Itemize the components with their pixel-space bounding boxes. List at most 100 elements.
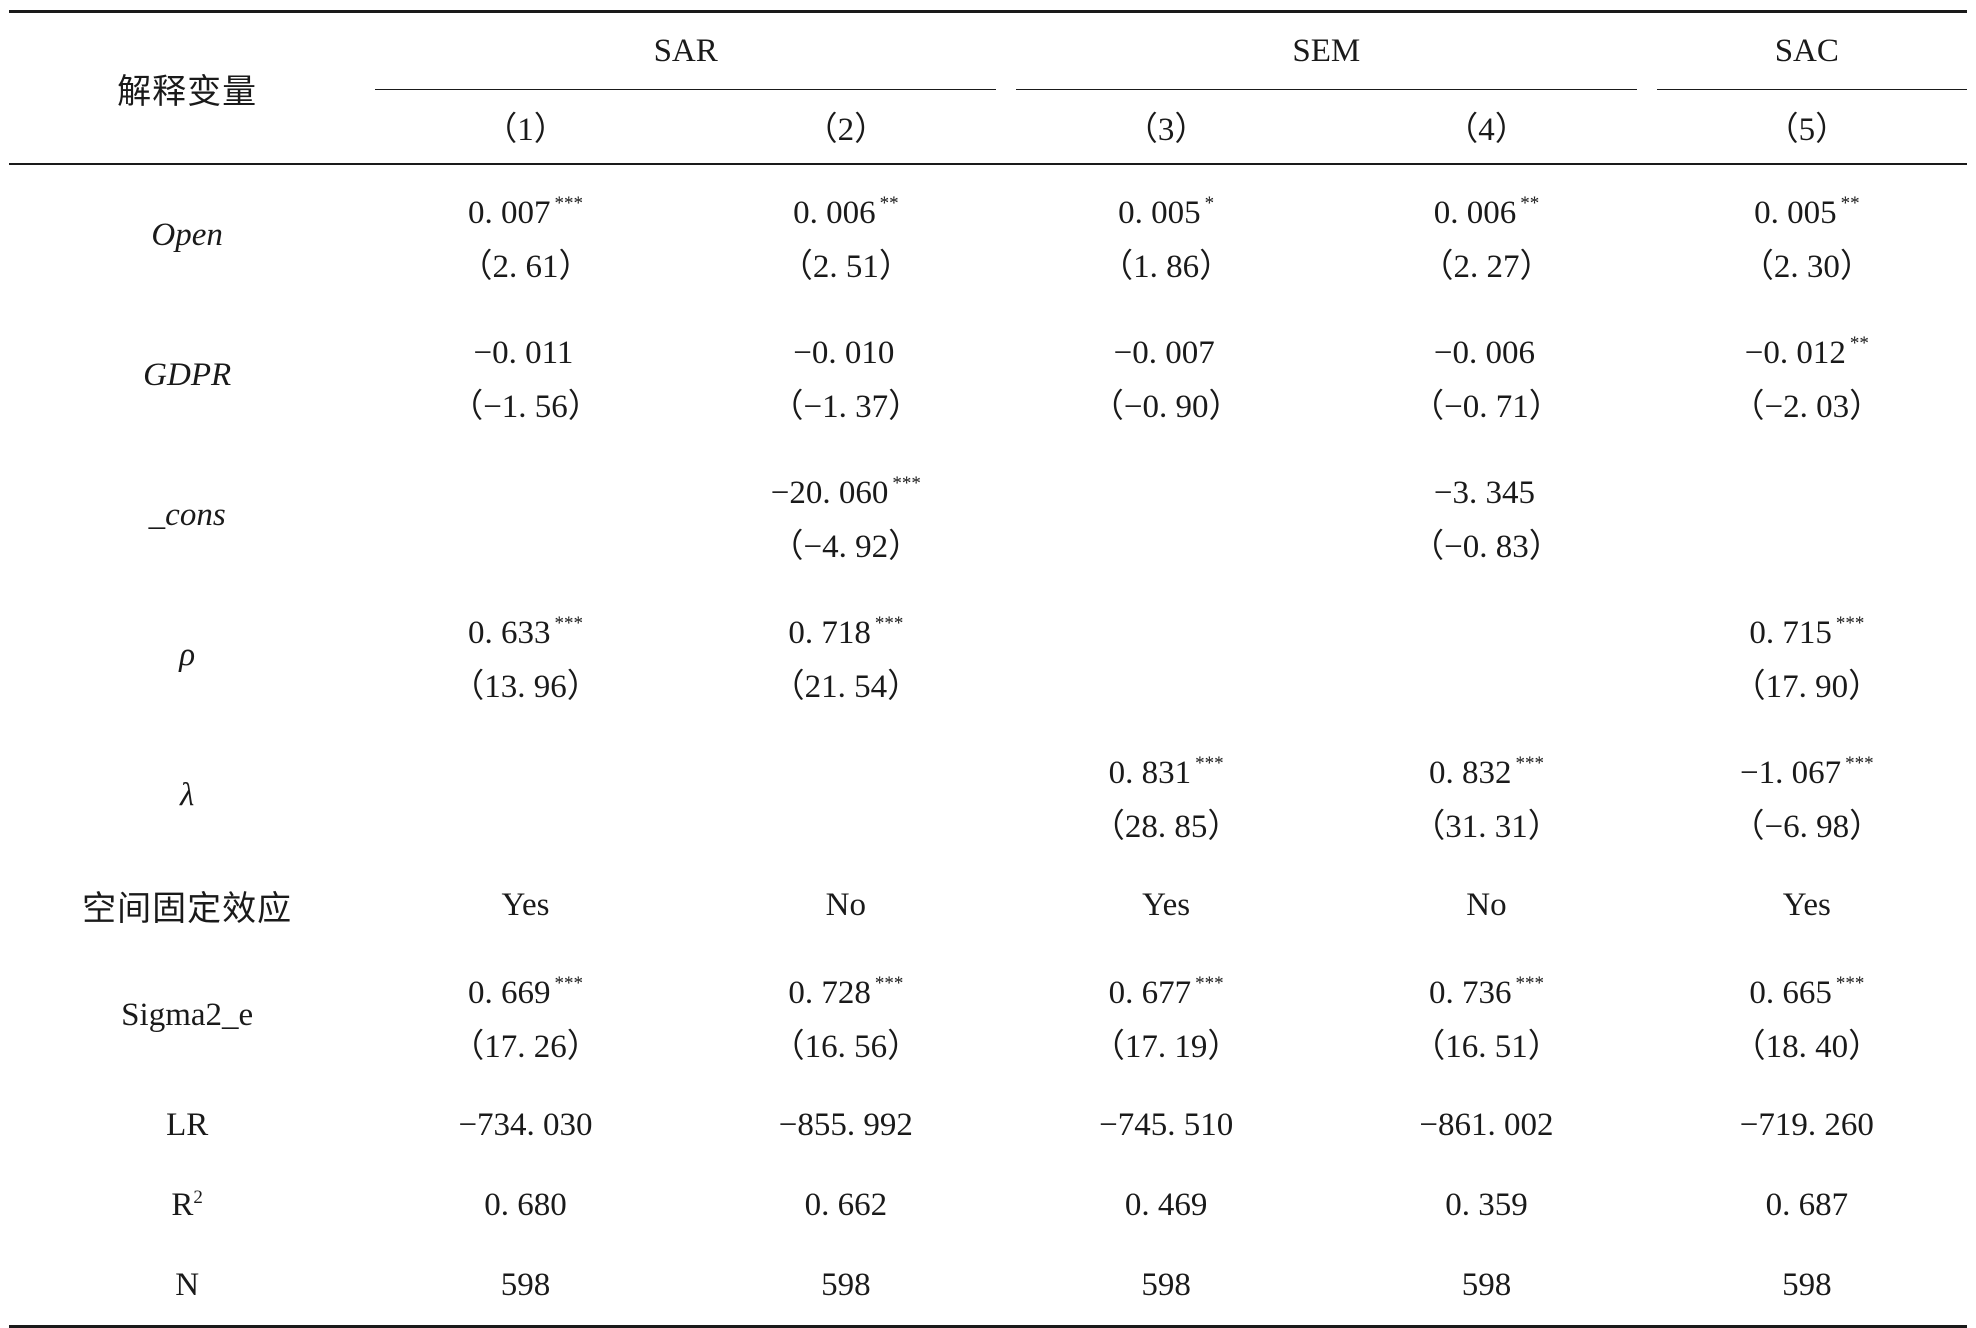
- t-statistic: （−1. 37）: [770, 388, 922, 425]
- table-row: 空间固定效应 Yes No Yes No Yes: [9, 865, 1967, 945]
- table-row: Open 0. 007 *** （2. 61） 0. 006 ** （2. 51） 0. 00…: [9, 164, 1967, 305]
- coefficient: −3. 345: [1433, 474, 1536, 511]
- t-statistic: （13. 96）: [451, 668, 600, 705]
- table-cell: 0. 633 *** （13. 96）: [365, 585, 685, 725]
- coefficient: [844, 764, 848, 827]
- coefficient: [1164, 484, 1168, 547]
- significance-stars: **: [1840, 192, 1860, 214]
- significance-stars: ***: [1835, 972, 1865, 994]
- table-cell: 0. 715 *** （17. 90）: [1647, 585, 1967, 725]
- table-cell: −3. 345 （−0. 83）: [1326, 445, 1646, 585]
- table-cell: −0. 012 ** （−2. 03）: [1647, 305, 1967, 445]
- table-cell: 0. 005 * （1. 86）: [1006, 164, 1326, 305]
- table-cell: No: [825, 886, 866, 923]
- column-header-3: （3）: [1124, 112, 1208, 148]
- group-header-sar: SAR: [365, 12, 1006, 90]
- table-cell: −855. 992: [778, 1106, 913, 1143]
- coefficient: [524, 764, 528, 827]
- coefficient: −0. 010: [793, 334, 895, 371]
- regression-table: 解释变量 SAR SEM SAC （1） （2） （3）: [9, 10, 1967, 1328]
- significance-stars: ***: [1515, 752, 1544, 774]
- table-cell: 0. 006 ** （2. 27）: [1326, 164, 1646, 305]
- significance-stars: ***: [1195, 972, 1224, 994]
- significance-stars: *: [1204, 192, 1215, 214]
- t-statistic: （2. 61）: [459, 248, 592, 285]
- significance-stars: ***: [892, 472, 921, 494]
- t-statistic: （28. 85）: [1091, 808, 1241, 845]
- table-cell: 0. 665 *** （18. 40）: [1647, 945, 1967, 1085]
- t-statistic: （17. 26）: [451, 1028, 600, 1065]
- coefficient: 0. 006 **: [1433, 192, 1540, 231]
- t-statistic: （−4. 92）: [770, 528, 922, 565]
- coefficient: [1805, 484, 1809, 547]
- table-cell: [1006, 585, 1326, 725]
- column-header-4: （4）: [1445, 112, 1528, 148]
- group-header-sem: SEM: [1006, 12, 1647, 90]
- coefficient: −20. 060 ***: [770, 472, 921, 511]
- table-cell: −734. 030: [458, 1106, 593, 1143]
- table-row: _cons −20. 060 *** （−4. 92） −3. 345 （−0. 83）: [9, 445, 1967, 585]
- t-statistic: （−6. 98）: [1731, 808, 1883, 845]
- table-cell: 0. 007 *** （2. 61）: [365, 164, 685, 305]
- table-row: GDPR −0. 011 （−1. 56） −0. 010 （−1. 37） −0. 00…: [9, 305, 1967, 445]
- t-statistic: （−2. 03）: [1731, 388, 1883, 425]
- table-cell: Yes: [1782, 886, 1831, 923]
- row-label: λ: [180, 776, 195, 813]
- table-cell: Yes: [1142, 886, 1191, 923]
- coefficient: 0. 715 ***: [1749, 612, 1865, 651]
- coefficient: 0. 005 *: [1118, 192, 1215, 231]
- t-statistic: （16. 51）: [1412, 1028, 1561, 1065]
- table-row: LR −734. 030 −855. 992 −745. 510 −861. 002 −7…: [9, 1085, 1967, 1165]
- significance-stars: ***: [1845, 752, 1874, 774]
- coefficient: 0. 665 ***: [1749, 972, 1865, 1011]
- table-cell: 0. 718 *** （21. 54）: [686, 585, 1006, 725]
- significance-stars: ***: [554, 972, 584, 994]
- table-cell: 0. 662: [804, 1186, 888, 1223]
- row-label-header: 解释变量: [117, 71, 258, 112]
- coefficient: [1484, 624, 1488, 687]
- significance-stars: ***: [1835, 612, 1865, 634]
- coefficient: 0. 005 **: [1754, 192, 1860, 231]
- t-statistic: （2. 27）: [1420, 248, 1553, 285]
- t-statistic: （2. 51）: [779, 248, 912, 285]
- t-statistic: （17. 90）: [1732, 668, 1882, 705]
- coefficient: 0. 736 ***: [1428, 972, 1544, 1011]
- coefficient: 0. 007 ***: [468, 192, 583, 231]
- table-cell: −0. 010 （−1. 37）: [686, 305, 1006, 445]
- coefficient: 0. 831 ***: [1108, 752, 1224, 791]
- table-cell: −0. 006 （−0. 71）: [1326, 305, 1646, 445]
- coefficient: 0. 718 ***: [788, 612, 904, 651]
- table-cell: [1647, 445, 1967, 585]
- table-cell: −0. 011 （−1. 56）: [365, 305, 685, 445]
- column-header-1: （1）: [484, 112, 567, 148]
- coefficient: 0. 669 ***: [468, 972, 584, 1011]
- row-label: Open: [151, 216, 223, 253]
- table-cell: 0. 728 *** （16. 56）: [686, 945, 1006, 1085]
- table-row: λ 0. 831 *** （28. 85） 0. 832 *** （31. 31） −1. 0…: [9, 725, 1967, 865]
- table-cell: −1. 067 *** （−6. 98）: [1647, 725, 1967, 865]
- t-statistic: （−1. 56）: [450, 388, 601, 425]
- table-cell: 0. 669 *** （17. 26）: [365, 945, 685, 1085]
- coefficient: −0. 012 **: [1744, 332, 1869, 371]
- significance-stars: **: [879, 192, 899, 214]
- t-statistic: （16. 56）: [771, 1028, 921, 1065]
- column-header-5: （5）: [1765, 112, 1849, 148]
- t-statistic: （1. 86）: [1100, 248, 1233, 285]
- table-cell: 0. 831 *** （28. 85）: [1006, 725, 1326, 865]
- t-statistic: （2. 30）: [1740, 248, 1873, 285]
- table-cell: 0. 680: [484, 1186, 567, 1223]
- table-cell: 0. 005 ** （2. 30）: [1647, 164, 1967, 305]
- t-statistic: （21. 54）: [771, 668, 921, 705]
- group-header-sac: SAC: [1647, 12, 1967, 90]
- coefficient: 0. 728 ***: [788, 972, 904, 1011]
- row-label: 空间固定效应: [82, 888, 293, 929]
- table-cell: 598: [500, 1266, 551, 1303]
- table-row: N 598 598 598 598 598: [9, 1245, 1967, 1327]
- table-cell: −20. 060 *** （−4. 92）: [686, 445, 1006, 585]
- significance-stars: ***: [554, 612, 584, 634]
- t-statistic: （−0. 71）: [1411, 388, 1562, 425]
- coefficient: −0. 006: [1433, 334, 1536, 371]
- row-label: GDPR: [143, 356, 232, 393]
- table-cell: [1326, 585, 1646, 725]
